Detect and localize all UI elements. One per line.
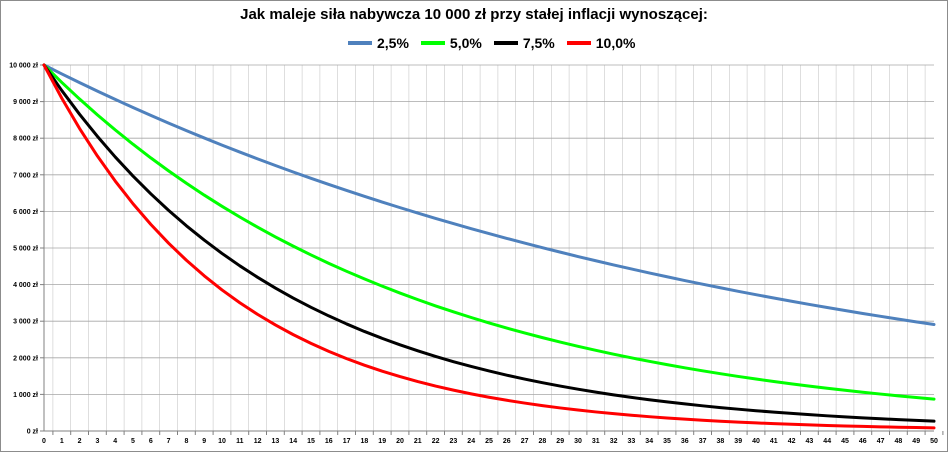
y-tick-label: 9 000 zł [13,99,38,106]
x-tick-label: 33 [628,438,636,445]
legend-label: 10,0% [595,35,636,51]
legend: 2,5% 5,0% 7,5% 10,0% [348,33,647,53]
x-tick-label: 30 [574,438,582,445]
x-tick-label: 38 [717,438,725,445]
x-tick-label: 36 [681,438,689,445]
x-tick-label: 24 [467,438,475,445]
x-tick-label: 42 [788,438,796,445]
x-tick-label: 23 [450,438,458,445]
y-tick-label: 10 000 zł [9,63,38,70]
x-tick-label: 18 [361,438,369,445]
x-tick-label: 47 [877,438,885,445]
x-tick-label: 40 [752,438,760,445]
x-tick-label: 37 [699,438,707,445]
legend-swatch [493,41,518,45]
x-tick-label: 50 [930,438,938,445]
x-tick-label: 13 [272,438,280,445]
x-tick-label: 32 [610,438,618,445]
x-tick-label: 29 [556,438,564,445]
y-tick-label: 5 000 zł [13,246,38,253]
legend-item: 5,0% [420,35,482,51]
x-tick-label: 44 [823,438,831,445]
x-tick-label: 39 [734,438,742,445]
y-tick-label: 7 000 zł [13,172,38,179]
series-line [42,63,936,401]
x-tick-label: 1 [60,438,64,445]
y-tick-label: 8 000 zł [13,136,38,143]
y-tick-label: 0 zł [27,429,38,436]
y-tick-label: 1 000 zł [13,392,38,399]
x-tick-label: 16 [325,438,333,445]
x-tick-label: 15 [307,438,315,445]
y-tick-label: 2 000 zł [13,355,38,362]
x-tick-label: 4 [113,438,117,445]
legend-swatch [566,41,591,45]
x-tick-label: 31 [592,438,600,445]
y-tick-label: 3 000 zł [13,319,38,326]
x-tick-label: 34 [645,438,653,445]
x-tick-label: 6 [149,438,153,445]
x-tick-label: 8 [184,438,188,445]
x-tick-label: 46 [859,438,867,445]
x-tick-label: 9 [202,438,206,445]
x-tick-label: 26 [503,438,511,445]
legend-swatch [420,41,445,45]
x-tick-label: 22 [432,438,440,445]
x-tick-label: 2 [78,438,82,445]
x-tick-label: 25 [485,438,493,445]
x-tick-label: 48 [895,438,903,445]
chart-title: Jak maleje siła nabywcza 10 000 zł przy … [240,6,708,23]
x-tick-label: 0 [42,438,46,445]
legend-swatch [348,41,372,45]
x-tick-label: 11 [236,438,244,445]
series-line [42,63,936,423]
x-tick-label: 14 [289,438,297,445]
x-tick-label: 27 [521,438,529,445]
legend-item: 7,5% [493,35,555,51]
x-tick-label: 17 [343,438,351,445]
x-tick-label: 19 [378,438,386,445]
x-tick-label: 45 [841,438,849,445]
x-tick-label: 21 [414,438,422,445]
x-tick-label: 3 [95,438,99,445]
x-tick-label: 10 [218,438,226,445]
legend-item: 10,0% [566,35,636,51]
x-tick-label: 5 [131,438,135,445]
series-line [42,63,936,327]
x-tick-label: 35 [663,438,671,445]
x-tick-label: 12 [254,438,262,445]
series-line [42,63,936,430]
x-tick-label: 28 [539,438,547,445]
x-tick-label: 49 [912,438,920,445]
legend-label: 5,0% [449,35,482,51]
x-tick-label: 20 [396,438,404,445]
legend-label: 2,5% [377,35,409,51]
legend-item: 2,5% [348,35,409,51]
x-tick-label: 7 [167,438,171,445]
y-tick-label: 4 000 zł [13,282,38,289]
y-tick-label: 6 000 zł [13,209,38,216]
legend-label: 7,5% [522,35,555,51]
x-tick-label: 41 [770,438,778,445]
x-tick-label: 43 [806,438,814,445]
